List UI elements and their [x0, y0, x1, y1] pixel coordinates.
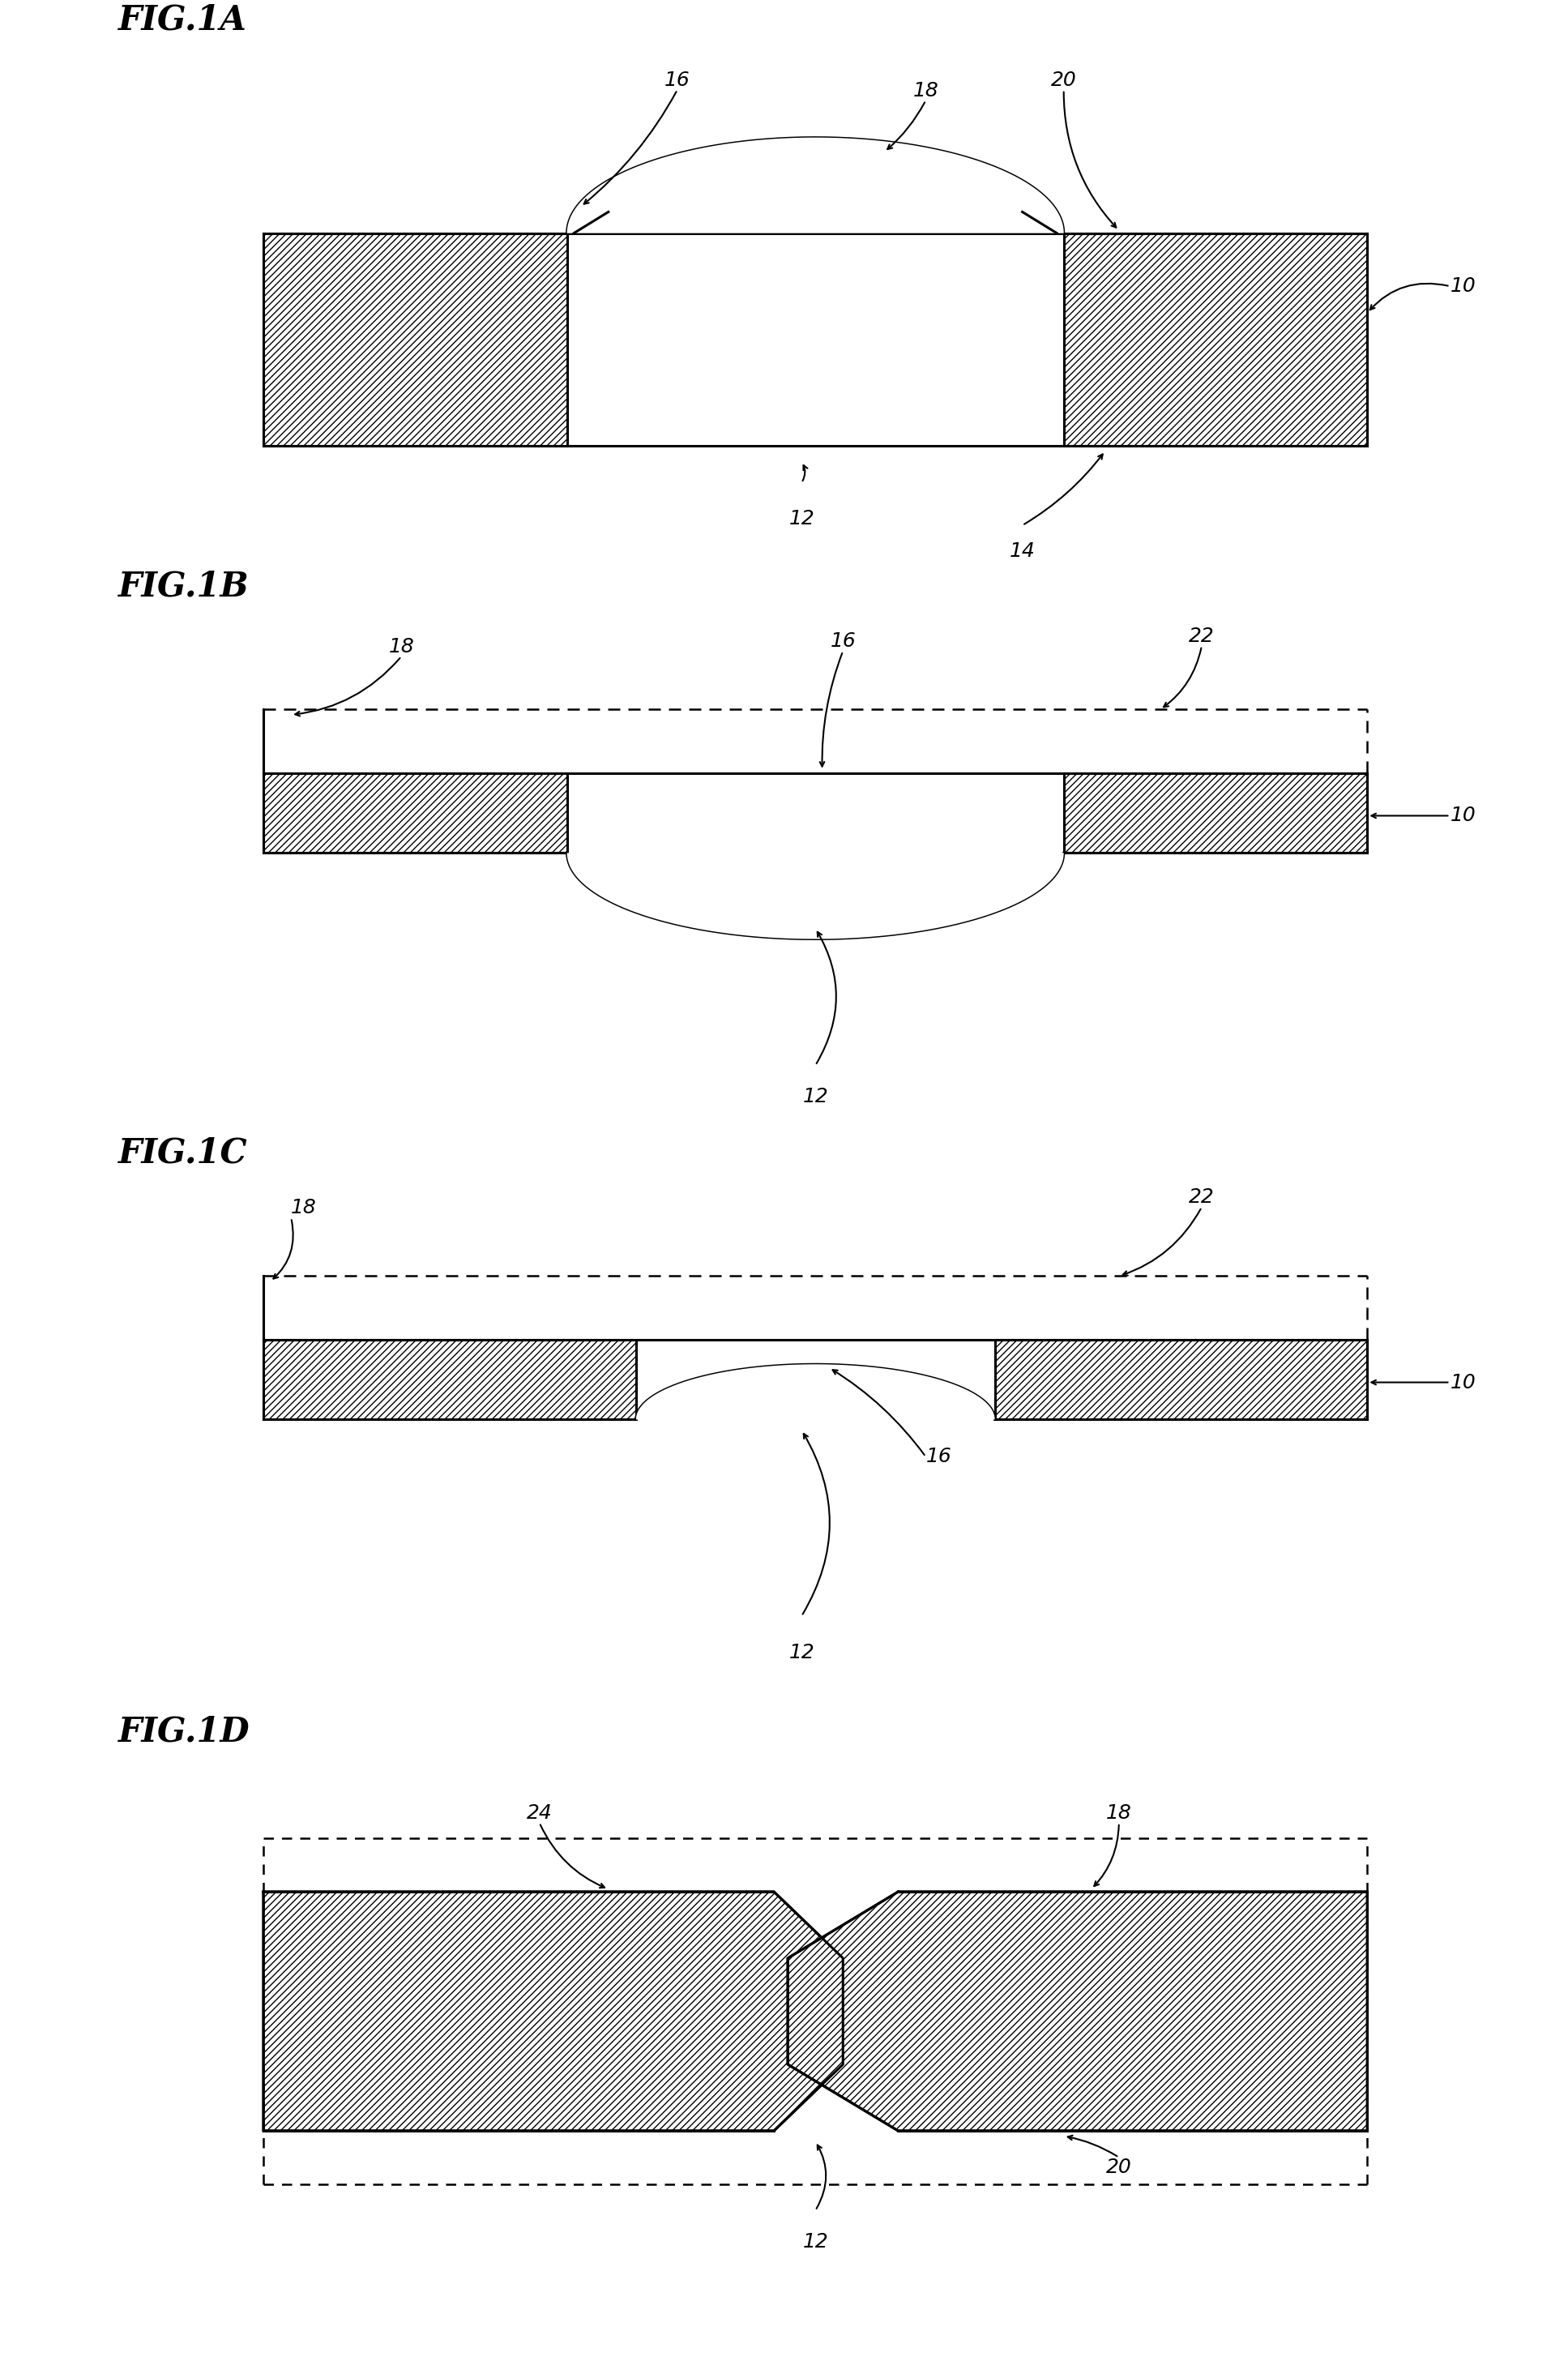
Text: 16: 16 — [665, 71, 690, 90]
Text: FIG.1B: FIG.1B — [119, 569, 249, 602]
Text: 20: 20 — [1051, 71, 1077, 90]
Polygon shape — [263, 1341, 637, 1419]
Text: 12: 12 — [803, 2231, 828, 2250]
Text: 22: 22 — [1189, 626, 1215, 645]
Text: 12: 12 — [803, 1086, 828, 1105]
Polygon shape — [637, 1365, 994, 1419]
Text: 18: 18 — [389, 637, 414, 656]
Polygon shape — [263, 1891, 844, 2130]
Text: 18: 18 — [292, 1199, 317, 1218]
Text: 18: 18 — [1105, 1804, 1132, 1823]
Text: FIG.1D: FIG.1D — [119, 1714, 251, 1747]
Polygon shape — [568, 852, 1063, 940]
Text: 22: 22 — [1189, 1188, 1215, 1206]
Polygon shape — [568, 137, 1063, 234]
Text: 10: 10 — [1450, 805, 1475, 826]
Text: 12: 12 — [789, 510, 814, 529]
Text: 14: 14 — [1010, 541, 1035, 560]
Polygon shape — [263, 234, 568, 446]
Text: 18: 18 — [913, 80, 939, 99]
Text: FIG.1C: FIG.1C — [119, 1136, 248, 1169]
Text: 10: 10 — [1450, 1372, 1475, 1393]
Text: 20: 20 — [1105, 2158, 1132, 2177]
Polygon shape — [1063, 234, 1367, 446]
Polygon shape — [787, 1891, 1367, 2130]
Text: FIG.1A: FIG.1A — [119, 2, 248, 38]
Polygon shape — [1063, 774, 1367, 852]
Text: 16: 16 — [925, 1447, 952, 1466]
Polygon shape — [263, 774, 568, 852]
Text: 10: 10 — [1450, 276, 1475, 295]
Text: 24: 24 — [527, 1804, 552, 1823]
Polygon shape — [994, 1341, 1367, 1419]
Text: 12: 12 — [789, 1643, 814, 1662]
Text: 16: 16 — [829, 633, 856, 652]
